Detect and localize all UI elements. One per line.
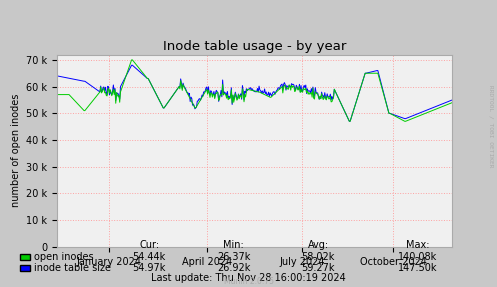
Text: 58.02k: 58.02k <box>301 252 335 262</box>
Text: RRDTOOL / TOBI OETIKER: RRDTOOL / TOBI OETIKER <box>489 85 494 168</box>
Text: Munin 2.0.75: Munin 2.0.75 <box>224 277 273 286</box>
Text: 54.97k: 54.97k <box>132 263 166 273</box>
Text: 140.08k: 140.08k <box>398 252 437 262</box>
Text: 26.92k: 26.92k <box>217 263 250 273</box>
Text: Last update: Thu Nov 28 16:00:19 2024: Last update: Thu Nov 28 16:00:19 2024 <box>151 273 346 283</box>
Text: 54.44k: 54.44k <box>133 252 166 262</box>
Text: Cur:: Cur: <box>139 240 159 250</box>
Text: Max:: Max: <box>406 240 429 250</box>
Text: 26.37k: 26.37k <box>217 252 250 262</box>
Text: Avg:: Avg: <box>308 240 329 250</box>
Text: Min:: Min: <box>223 240 244 250</box>
Y-axis label: number of open inodes: number of open inodes <box>11 94 21 208</box>
Text: 147.50k: 147.50k <box>398 263 437 273</box>
Title: Inode table usage - by year: Inode table usage - by year <box>163 40 346 53</box>
Text: 59.27k: 59.27k <box>301 263 335 273</box>
Text: inode table size: inode table size <box>34 263 111 273</box>
Text: open inodes: open inodes <box>34 252 93 262</box>
